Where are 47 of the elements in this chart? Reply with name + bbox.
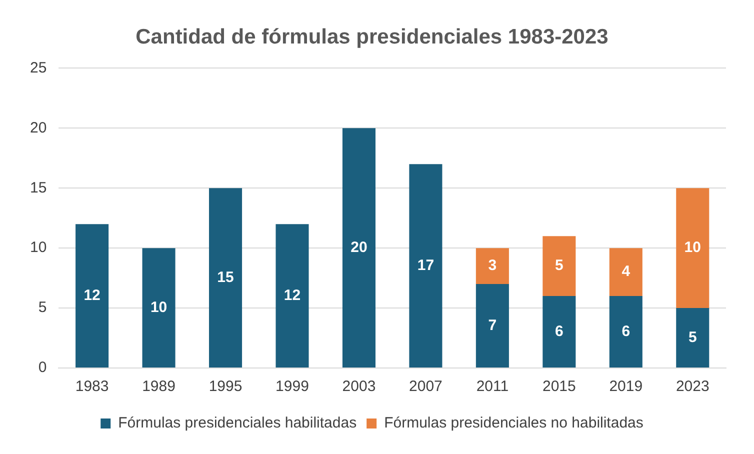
data-label: 4 [622,263,631,280]
data-label: 10 [684,239,701,256]
data-label: 17 [417,256,434,274]
bar [476,248,509,284]
bar [76,224,109,368]
chart-title: Cantidad de fórmulas presidenciales 1983-2023 [136,25,608,48]
x-tick-label: 2019 [609,378,643,396]
bar [276,224,309,368]
bar [676,308,710,368]
data-label: 5 [688,328,697,346]
bar [209,188,242,368]
y-tick-label: 0 [38,359,47,376]
legend-label: Fórmulas presidenciales no habilitadas [384,414,644,432]
x-tick-label: 1989 [142,378,176,396]
bar [342,128,376,368]
bar [676,188,710,308]
x-tick-label: 2003 [342,378,376,396]
data-label: 12 [284,286,301,304]
bar [609,296,642,368]
data-label: 5 [555,257,564,274]
data-label: 6 [622,322,630,340]
bar [409,164,442,368]
x-tick-label: 2007 [409,378,442,396]
data-label: 10 [150,298,168,316]
y-tick-label: 25 [30,59,47,76]
data-label: 7 [488,316,497,334]
x-tick-label: 1999 [276,378,309,396]
bar [476,284,509,368]
x-tick-label: 2023 [676,378,710,396]
y-tick-label: 15 [30,179,47,196]
x-tick-label: 2011 [476,378,509,396]
data-label: 15 [217,268,234,286]
data-label: 3 [488,257,497,274]
x-tick-label: 1995 [208,378,242,396]
bar [542,296,576,368]
data-label: 6 [555,322,564,340]
x-tick-label: 1983 [75,378,109,396]
bar [542,236,576,296]
legend-label: Fórmulas presidenciales habilitadas [118,414,357,432]
data-label: 12 [84,286,100,304]
bar [609,248,642,296]
y-tick-label: 5 [38,299,47,316]
y-tick-label: 10 [30,239,47,256]
x-tick-label: 2015 [542,378,576,396]
bar [142,248,176,368]
data-label: 20 [350,238,368,256]
y-tick-label: 20 [30,119,47,136]
